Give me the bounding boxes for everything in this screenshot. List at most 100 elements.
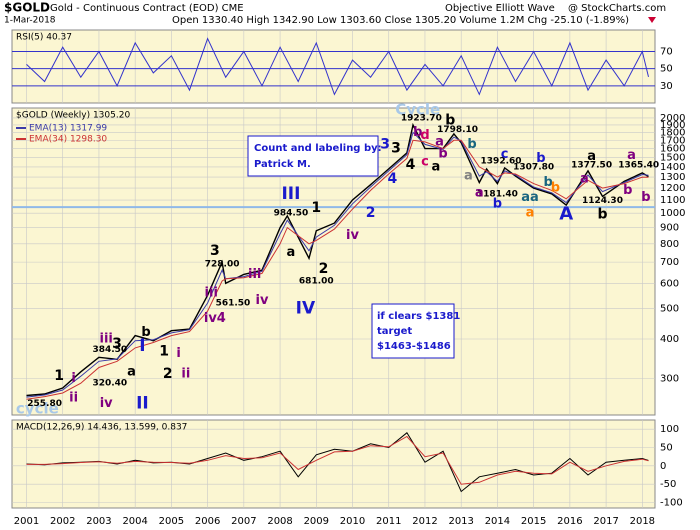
wave-label: i <box>176 346 180 361</box>
wave-label: b <box>493 196 502 211</box>
wave-label: a <box>431 159 440 174</box>
y-tick-label: 900 <box>660 223 679 234</box>
x-tick-label: 2001 <box>14 516 39 527</box>
wave-label: 1798.10 <box>437 125 478 135</box>
wave-label: a <box>627 148 636 163</box>
wave-label: 4 <box>406 157 416 173</box>
legend-entry: EMA(34) 1298.30 <box>29 135 107 145</box>
source: Objective Elliott Wave <box>445 3 555 14</box>
wave-label: a <box>287 245 296 260</box>
y-tick-label: 2000 <box>660 113 685 124</box>
wave-label: iv4 <box>204 311 226 326</box>
symbol: $GOLD <box>4 1 50 15</box>
wave-label: b <box>413 125 422 140</box>
x-tick-label: 2011 <box>376 516 401 527</box>
wave-label: b <box>438 146 447 161</box>
wave-label: 1 <box>311 200 321 216</box>
target-note: if clears $1381 target $1463-$1486 <box>371 303 460 359</box>
series-line <box>26 432 649 493</box>
wave-label: d <box>420 128 429 143</box>
wave-label: b <box>536 151 545 166</box>
wave-label: 1 <box>159 344 169 360</box>
y-tick-label: 100 <box>660 424 679 435</box>
wave-label: 320.40 <box>92 379 127 389</box>
x-tick-label: 2004 <box>122 516 147 527</box>
wave-label: 728.00 <box>205 260 240 270</box>
panel-title: $GOLD (Weekly) 1305.20 <box>16 111 130 121</box>
y-tick-label: 1300 <box>660 172 685 183</box>
wave-label: III <box>281 184 300 204</box>
wave-label: a <box>526 206 535 221</box>
wave-label: 984.50 <box>274 209 309 219</box>
y-tick-label: 1900 <box>660 120 685 131</box>
x-tick-label: 2015 <box>521 516 546 527</box>
wave-label: 1923.70 <box>401 113 442 123</box>
note-box <box>371 303 455 359</box>
y-tick-label: 700 <box>660 257 679 268</box>
wave-label: 681.00 <box>299 277 334 287</box>
wave-label: 3 <box>112 336 122 352</box>
wave-label: b <box>641 190 650 205</box>
y-tick-label: 300 <box>660 374 679 385</box>
y-tick-label: -50 <box>660 479 676 490</box>
date: 1-Mar-2018 <box>4 16 56 26</box>
wave-label: 561.50 <box>216 298 251 308</box>
wave-label: 1124.30 <box>582 196 623 206</box>
x-tick-label: 2013 <box>448 516 473 527</box>
note-line: $1463-$1486 <box>377 341 451 352</box>
y-tick-label: 1800 <box>660 127 685 138</box>
wave-label: ii <box>181 367 190 382</box>
legend-entry: EMA(13) 1317.99 <box>29 124 107 134</box>
x-tick-label: 2009 <box>304 516 329 527</box>
wave-label: 1377.50 <box>571 160 612 170</box>
wave-label: 1181.40 <box>477 189 518 199</box>
down-arrow <box>648 17 656 23</box>
wave-label: A <box>559 204 573 225</box>
wave-label: 2 <box>163 366 173 382</box>
x-tick-label: 2017 <box>593 516 618 527</box>
wave-label: b <box>543 175 552 190</box>
note-box <box>247 135 379 177</box>
site: @ StockCharts.com <box>568 3 666 14</box>
wave-label: 3 <box>380 136 390 152</box>
x-tick-label: 2006 <box>195 516 220 527</box>
note-line: target <box>377 326 412 337</box>
y-tick-label: 1400 <box>660 162 685 173</box>
y-tick-label: 1000 <box>660 208 685 219</box>
y-tick-label: 800 <box>660 239 679 250</box>
wave-label: 3 <box>391 141 401 157</box>
y-tick-label: 1500 <box>660 152 685 163</box>
wave-label: 4 <box>387 171 397 187</box>
wave-label: a <box>435 134 444 149</box>
wave-label: b <box>445 113 455 129</box>
wave-label: a <box>475 185 484 200</box>
wave-label: II <box>136 394 149 414</box>
series-line <box>26 37 649 96</box>
wave-label: c <box>421 155 429 170</box>
wave-label: 1 <box>54 368 64 384</box>
x-tick-label: 2016 <box>557 516 582 527</box>
wave-label: IV <box>296 298 316 318</box>
wave-label: 2 <box>366 205 376 221</box>
quote: Open 1330.40 High 1342.90 Low 1303.60 Cl… <box>172 15 629 26</box>
y-tick-label: 600 <box>660 278 679 289</box>
wave-label: b <box>467 137 476 152</box>
instrument-name: Gold - Continuous Contract (EOD) CME <box>50 3 244 14</box>
wave-label: ii <box>69 391 78 406</box>
series-line <box>26 139 649 400</box>
panel-title: MACD(12,26,9) 14.436, 13.599, 0.837 <box>16 423 187 433</box>
x-tick-label: 2003 <box>86 516 111 527</box>
note-line: if clears $1381 <box>377 311 460 322</box>
wave-label: b <box>623 183 632 198</box>
series-line <box>26 131 649 398</box>
wave-label: aa <box>521 190 539 205</box>
wave-label: iv <box>346 228 359 243</box>
x-tick-label: 2007 <box>231 516 256 527</box>
y-tick-label: 1200 <box>660 183 685 194</box>
wave-label: b <box>551 181 560 196</box>
wave-label: a <box>127 364 136 379</box>
x-tick-label: 2010 <box>340 516 365 527</box>
wave-label: iv <box>255 293 268 308</box>
wave-label: I <box>139 336 145 356</box>
